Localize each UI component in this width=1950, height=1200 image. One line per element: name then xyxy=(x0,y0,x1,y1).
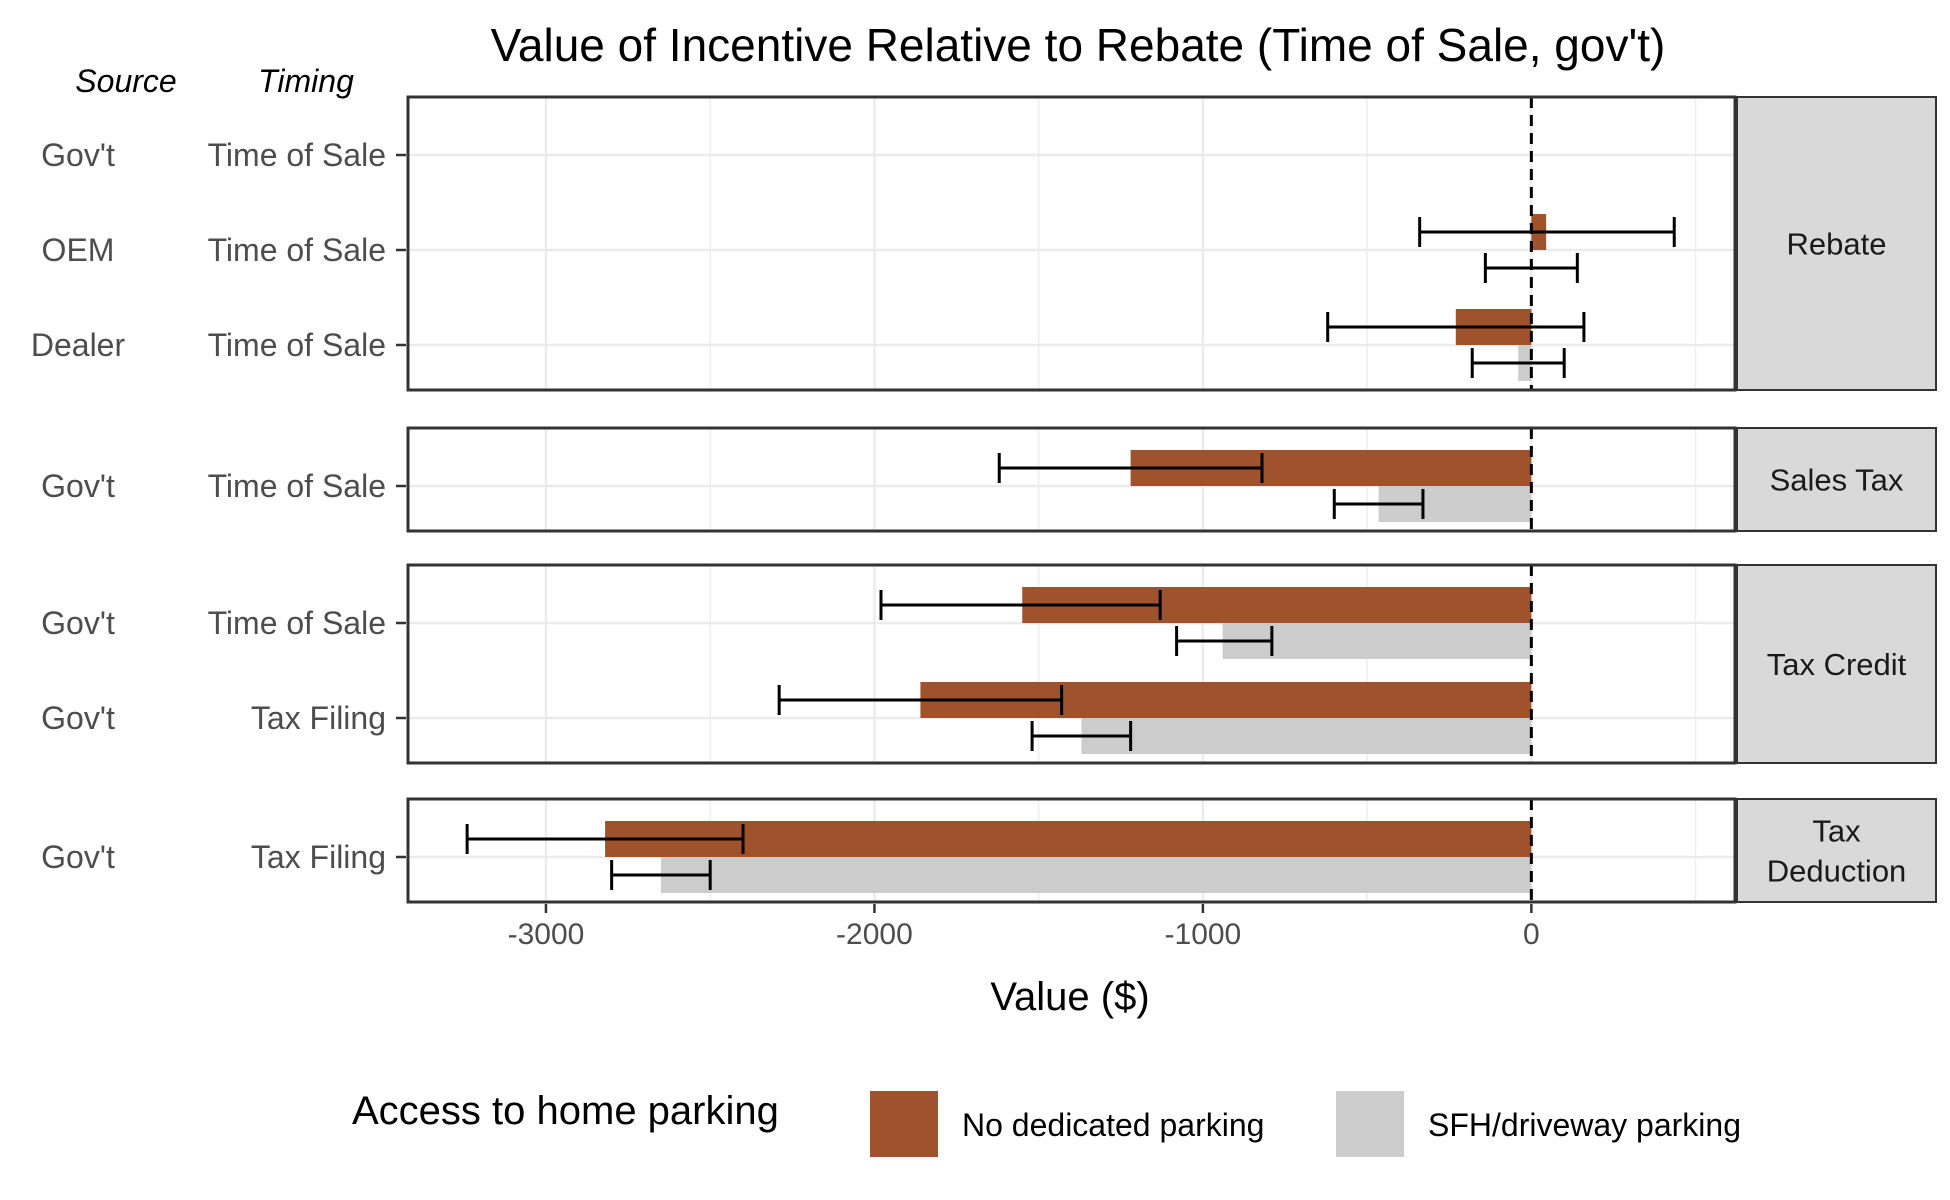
bar-sfh-driveway-parking xyxy=(1222,623,1532,659)
bar-sfh-driveway-parking xyxy=(660,857,1532,893)
facet-strip-label: Rebate xyxy=(1787,227,1887,262)
panel-background xyxy=(408,428,1735,531)
panel-border xyxy=(406,563,1737,765)
error-bar-no-dedicated-parking xyxy=(997,453,1264,483)
legend: Access to home parking No dedicated park… xyxy=(352,1089,1741,1158)
error-bar-no-dedicated-parking xyxy=(777,685,1064,715)
row-timing-label: Tax Filing xyxy=(251,839,386,875)
error-bar-no-dedicated-parking xyxy=(1418,217,1676,247)
facet-strip xyxy=(1736,564,1937,764)
row-timing-label: Time of Sale xyxy=(208,468,386,504)
panel-2: Gov't Time of Sale Gov't Tax Filing Tax Cred… xyxy=(41,563,1937,765)
row-source-label: Dealer xyxy=(31,327,126,363)
row-source-label: OEM xyxy=(42,232,115,268)
row-timing-label: Time of Sale xyxy=(208,232,386,268)
error-bar-sfh-driveway-parking xyxy=(1332,489,1425,519)
panel-3: Gov't Tax Filing Tax Deduction xyxy=(41,797,1937,904)
legend-key-swatch xyxy=(870,1091,938,1157)
facet-strip-label: Sales Tax xyxy=(1770,463,1904,498)
facet-strip xyxy=(1736,798,1937,903)
panel-1: Gov't Time of Sale Sales Tax xyxy=(41,426,1937,533)
legend-entry-label: SFH/driveway parking xyxy=(1428,1107,1741,1143)
error-bar-sfh-driveway-parking xyxy=(610,860,712,890)
facet-strip-label: Tax xyxy=(1812,814,1861,849)
x-tick-label: -2000 xyxy=(836,918,913,951)
chart-title: Value of Incentive Relative to Rebate (T… xyxy=(491,19,1666,71)
facet-strip xyxy=(1736,96,1937,391)
row-source-label: Gov't xyxy=(41,137,115,173)
x-tick-label: -3000 xyxy=(508,918,585,951)
bar-no-dedicated-parking xyxy=(605,821,1532,857)
facet-strip xyxy=(1736,427,1937,532)
error-bar-sfh-driveway-parking xyxy=(1030,721,1133,751)
panel-border xyxy=(406,426,1737,533)
error-bar-sfh-driveway-parking xyxy=(1175,626,1274,656)
error-bar-sfh-driveway-parking xyxy=(1470,348,1566,378)
chart-panels: Gov't Time of Sale OEM Time of Sale Dealer Ti… xyxy=(31,95,1937,904)
row-timing-label: Time of Sale xyxy=(208,605,386,641)
panel-border xyxy=(406,95,1737,392)
row-timing-label: Time of Sale xyxy=(208,137,386,173)
timing-column-header: Timing xyxy=(258,63,354,99)
row-source-label: Gov't xyxy=(41,700,115,736)
x-axis: -3000 -2000 -1000 0 xyxy=(508,904,1540,951)
error-bar-sfh-driveway-parking xyxy=(1483,253,1579,283)
bar-sfh-driveway-parking xyxy=(1081,718,1532,754)
error-bar-no-dedicated-parking xyxy=(465,824,745,854)
facet-strip-label: Deduction xyxy=(1767,854,1907,889)
panel-border xyxy=(406,797,1737,904)
x-tick-label: -1000 xyxy=(1165,918,1242,951)
source-column-header: Source xyxy=(75,63,176,99)
row-timing-label: Time of Sale xyxy=(208,327,386,363)
x-axis-title: Value ($) xyxy=(990,975,1149,1019)
row-source-label: Gov't xyxy=(41,468,115,504)
legend-entry-label: No dedicated parking xyxy=(962,1107,1264,1143)
x-tick-label: 0 xyxy=(1523,918,1540,951)
facet-strip-label: Tax Credit xyxy=(1767,647,1907,682)
error-bar-no-dedicated-parking xyxy=(879,590,1162,620)
error-bar-no-dedicated-parking xyxy=(1326,312,1586,342)
row-source-label: Gov't xyxy=(41,605,115,641)
panel-0: Gov't Time of Sale OEM Time of Sale Dealer Ti… xyxy=(31,95,1937,392)
legend-title: Access to home parking xyxy=(352,1089,779,1133)
row-source-label: Gov't xyxy=(41,839,115,875)
legend-key-swatch xyxy=(1336,1091,1404,1157)
row-timing-label: Tax Filing xyxy=(251,700,386,736)
